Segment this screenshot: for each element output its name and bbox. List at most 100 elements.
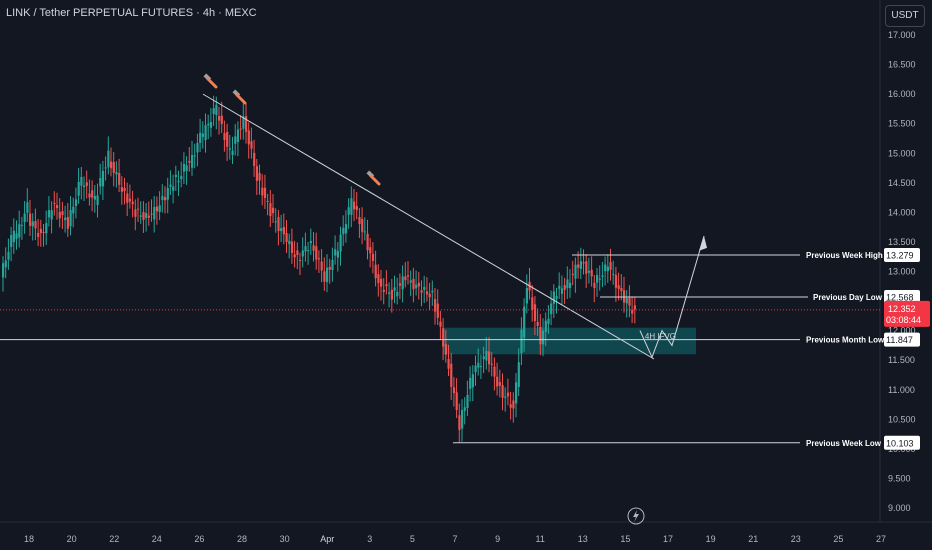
level-label-week-low: Previous Week Low — [806, 439, 882, 448]
candle — [355, 206, 358, 211]
x-tick-label: 27 — [876, 534, 886, 544]
candle — [77, 182, 80, 196]
candle — [336, 251, 339, 258]
candle — [80, 176, 83, 186]
candle — [350, 198, 353, 215]
candle — [282, 226, 285, 235]
candle — [471, 374, 474, 388]
current-price-tag-bg — [884, 300, 930, 327]
candle — [382, 289, 385, 292]
candle — [385, 284, 388, 287]
candle — [107, 150, 110, 168]
candle — [150, 213, 153, 215]
y-tick-label: 13.000 — [888, 267, 916, 277]
level-label-day-low: Previous Day Low — [813, 293, 883, 302]
candle — [485, 350, 488, 361]
currency-selector[interactable]: USDT — [885, 5, 925, 27]
candle — [191, 154, 194, 168]
x-tick-label: 15 — [620, 534, 630, 544]
x-tick-label: 5 — [410, 534, 415, 544]
candle — [274, 221, 277, 223]
candle — [504, 396, 507, 398]
candle — [18, 224, 21, 238]
candle — [344, 224, 348, 234]
candle — [423, 286, 426, 291]
candle — [331, 260, 334, 271]
x-tick-label: Apr — [320, 534, 334, 544]
x-tick-label: 19 — [706, 534, 716, 544]
candle — [334, 249, 337, 256]
candle — [245, 116, 248, 132]
candle — [223, 133, 226, 140]
x-tick-label: 25 — [833, 534, 843, 544]
fvg-zone — [443, 327, 696, 355]
candle — [558, 285, 561, 289]
current-price-countdown: 03:08:44 — [886, 315, 921, 325]
candle — [547, 318, 550, 325]
candle — [137, 208, 140, 210]
x-tick-label: 24 — [152, 534, 162, 544]
candle — [488, 351, 491, 365]
y-tick-label: 15.000 — [888, 148, 916, 158]
candle — [425, 291, 429, 295]
candle — [582, 262, 585, 264]
y-tick-label: 11.500 — [888, 355, 915, 365]
candle — [131, 201, 134, 205]
candle — [312, 245, 315, 251]
candle — [29, 213, 32, 226]
candle — [369, 247, 372, 254]
candle — [498, 382, 501, 386]
candle — [253, 152, 256, 166]
candle — [323, 271, 326, 282]
x-tick-label: 13 — [578, 534, 588, 544]
candle — [434, 298, 437, 312]
candle — [83, 185, 86, 188]
candle — [66, 217, 69, 229]
candle — [91, 190, 94, 198]
candle — [126, 193, 129, 203]
candle — [234, 136, 237, 144]
candle — [517, 362, 520, 388]
candle — [39, 228, 42, 233]
candle — [88, 193, 91, 198]
candle — [290, 241, 294, 253]
candle — [493, 366, 496, 377]
chart-title: LINK / Tether PERPETUAL FUTURES · 4h · M… — [6, 7, 257, 19]
candle — [366, 233, 369, 251]
candle — [196, 142, 199, 153]
price-tag-week-low-bg — [884, 435, 920, 450]
candle — [64, 217, 67, 221]
lightning-bolt-icon — [633, 510, 639, 522]
candle — [604, 264, 607, 272]
price-tag-day-low: 12.568 — [886, 293, 914, 303]
candle — [509, 404, 512, 408]
candle — [207, 123, 210, 126]
candle — [482, 356, 485, 360]
candle — [590, 269, 593, 277]
candle — [169, 184, 172, 187]
candle — [118, 172, 121, 185]
level-label-month-low: Previous Month Low — [806, 336, 885, 345]
candle — [612, 274, 615, 276]
x-tick-label: 7 — [452, 534, 457, 544]
candle — [12, 230, 15, 243]
candle — [393, 287, 396, 291]
candle — [166, 187, 169, 200]
candle — [255, 166, 258, 181]
candle — [401, 276, 404, 290]
candle — [96, 195, 99, 206]
candle — [236, 129, 240, 142]
candle — [609, 262, 612, 270]
candle — [145, 213, 148, 219]
candle — [625, 298, 628, 304]
candle — [390, 289, 393, 300]
candle — [174, 174, 177, 177]
candle — [544, 320, 547, 332]
candle — [134, 209, 137, 217]
y-tick-label: 14.000 — [888, 207, 916, 217]
hammer-icon — [366, 170, 381, 186]
price-tag-week-low: 10.103 — [886, 438, 914, 448]
candle — [450, 363, 453, 387]
candle — [164, 197, 167, 201]
